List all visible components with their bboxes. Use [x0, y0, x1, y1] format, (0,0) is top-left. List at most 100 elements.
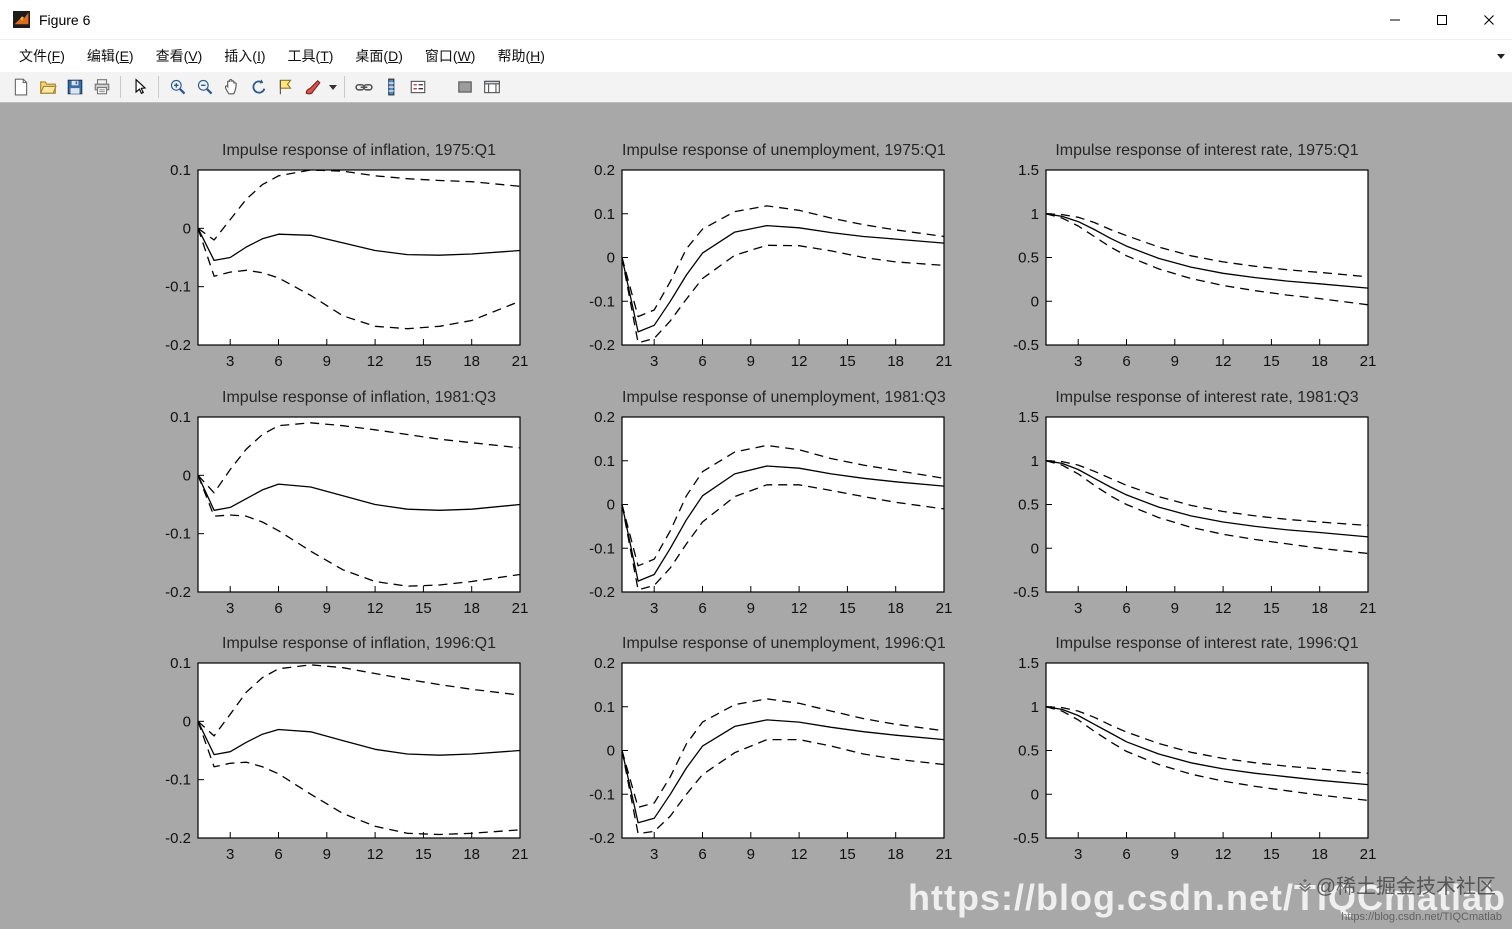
chart-title: Impulse response of inflation, 1975:Q1 — [222, 142, 496, 159]
zoom-out-icon[interactable] — [191, 74, 218, 100]
brush-icon[interactable] — [299, 74, 326, 100]
svg-text:-0.1: -0.1 — [589, 786, 615, 803]
svg-text:0.5: 0.5 — [1018, 250, 1039, 267]
svg-text:21: 21 — [512, 846, 529, 863]
print-icon[interactable] — [88, 74, 115, 100]
toolbar-separator — [344, 76, 345, 98]
axes: 3 6 9 12 15 18 21 0.1 0 -0.1 -0.2 — [165, 655, 529, 863]
subplot-4: Impulse response of inflation, 1981:Q3 3 6… — [153, 387, 533, 622]
watermark-url: https://blog.csdn.net/TIQCmatlab — [908, 877, 1506, 918]
series-lower-band — [1045, 213, 1369, 306]
open-file-icon[interactable] — [34, 74, 61, 100]
svg-text:-0.1: -0.1 — [589, 540, 615, 557]
rotate-3d-icon[interactable] — [245, 74, 272, 100]
svg-text:0: 0 — [1031, 786, 1039, 803]
pan-icon[interactable] — [218, 74, 245, 100]
window-controls — [1371, 0, 1512, 39]
axes: 3 6 9 12 15 18 21 1.5 1 0.5 0 -0.5 — [1013, 409, 1377, 617]
series-lower-band — [197, 475, 521, 587]
svg-text:3: 3 — [1074, 600, 1082, 617]
save-icon[interactable] — [61, 74, 88, 100]
svg-text:3: 3 — [226, 846, 234, 863]
svg-text:6: 6 — [698, 353, 706, 370]
chart-title: Impulse response of interest rate, 1996:… — [1055, 635, 1359, 652]
series-median — [621, 465, 945, 582]
subplot-3: Impulse response of interest rate, 1975:… — [1001, 140, 1381, 375]
data-cursor-icon[interactable] — [272, 74, 299, 100]
close-button[interactable] — [1465, 0, 1512, 39]
menu-desktop[interactable]: 桌面(D) — [355, 48, 403, 64]
svg-text:-0.1: -0.1 — [165, 279, 191, 296]
maximize-button[interactable] — [1418, 0, 1465, 39]
chart-title: Impulse response of interest rate, 1981:… — [1055, 389, 1359, 406]
titlebar: Figure 6 — [0, 0, 1512, 40]
svg-text:15: 15 — [415, 353, 432, 370]
menu-tools[interactable]: 工具(T) — [287, 48, 334, 64]
svg-text:9: 9 — [1171, 846, 1179, 863]
svg-text:3: 3 — [650, 353, 658, 370]
edit-plot-icon[interactable] — [126, 74, 153, 100]
minimize-button[interactable] — [1371, 0, 1418, 39]
series-median — [1045, 213, 1369, 289]
svg-text:1.5: 1.5 — [1018, 165, 1039, 179]
svg-text:0: 0 — [607, 743, 615, 760]
series-median — [197, 721, 521, 756]
svg-text:21: 21 — [1360, 600, 1377, 617]
svg-text:12: 12 — [1215, 353, 1232, 370]
svg-text:0: 0 — [183, 467, 191, 484]
svg-text:9: 9 — [323, 846, 331, 863]
hide-plot-tools-icon[interactable] — [451, 74, 478, 100]
series-lower-band — [197, 721, 521, 836]
axes: 3 6 9 12 15 18 21 0.2 0.1 0 -0.1 -0.2 — [589, 409, 952, 617]
menu-file[interactable]: 文件(F) — [19, 48, 65, 64]
toolbar-separator — [120, 76, 121, 98]
svg-text:0: 0 — [607, 250, 615, 267]
svg-text:21: 21 — [512, 600, 529, 617]
show-plot-tools-icon[interactable] — [478, 74, 505, 100]
menu-view[interactable]: 查看(V) — [155, 48, 203, 64]
svg-text:-0.5: -0.5 — [1013, 584, 1039, 601]
axes: 3 6 9 12 15 18 21 0.1 0 -0.1 -0.2 — [165, 409, 529, 617]
svg-text:-0.5: -0.5 — [1013, 830, 1039, 847]
svg-text:0.1: 0.1 — [170, 412, 191, 426]
series-median — [197, 475, 521, 511]
svg-text:21: 21 — [1360, 353, 1377, 370]
series-median — [621, 224, 945, 333]
menu-overflow-icon[interactable] — [1496, 51, 1506, 61]
zoom-in-icon[interactable] — [164, 74, 191, 100]
menu-window[interactable]: 窗口(W) — [424, 48, 476, 64]
svg-text:0: 0 — [183, 713, 191, 730]
subplot-2: Impulse response of unemployment, 1975:Q… — [577, 140, 957, 375]
svg-text:3: 3 — [226, 600, 234, 617]
menu-edit[interactable]: 编辑(E) — [86, 48, 134, 64]
menu-help[interactable]: 帮助(H) — [497, 48, 545, 64]
svg-text:12: 12 — [367, 600, 384, 617]
svg-text:1.5: 1.5 — [1018, 412, 1039, 426]
insert-legend-icon[interactable] — [404, 74, 431, 100]
brush-dropdown-icon[interactable] — [326, 74, 339, 100]
svg-text:0.2: 0.2 — [594, 165, 615, 179]
svg-text:0.1: 0.1 — [594, 699, 615, 716]
menu-insert[interactable]: 插入(I) — [224, 48, 266, 64]
series-upper-band — [1045, 460, 1369, 527]
svg-text:15: 15 — [839, 353, 856, 370]
svg-text:9: 9 — [323, 600, 331, 617]
series-upper-band — [197, 169, 521, 241]
link-plot-icon[interactable] — [350, 74, 377, 100]
svg-text:3: 3 — [226, 353, 234, 370]
new-figure-icon[interactable] — [7, 74, 34, 100]
svg-text:18: 18 — [887, 846, 904, 863]
chart-title: Impulse response of inflation, 1981:Q3 — [222, 389, 496, 406]
toolbar-separator — [158, 76, 159, 98]
series-upper-band — [621, 698, 945, 809]
svg-text:18: 18 — [1311, 600, 1328, 617]
svg-text:15: 15 — [415, 846, 432, 863]
svg-text:18: 18 — [463, 353, 480, 370]
svg-text:9: 9 — [1171, 353, 1179, 370]
series-lower-band — [621, 244, 945, 344]
menubar: 文件(F) 编辑(E) 查看(V) 插入(I) 工具(T) 桌面(D) 窗口(W) 帮助(H) — [0, 40, 1512, 72]
svg-text:6: 6 — [1122, 600, 1130, 617]
svg-text:12: 12 — [367, 353, 384, 370]
insert-colorbar-icon[interactable] — [377, 74, 404, 100]
svg-text:3: 3 — [1074, 353, 1082, 370]
